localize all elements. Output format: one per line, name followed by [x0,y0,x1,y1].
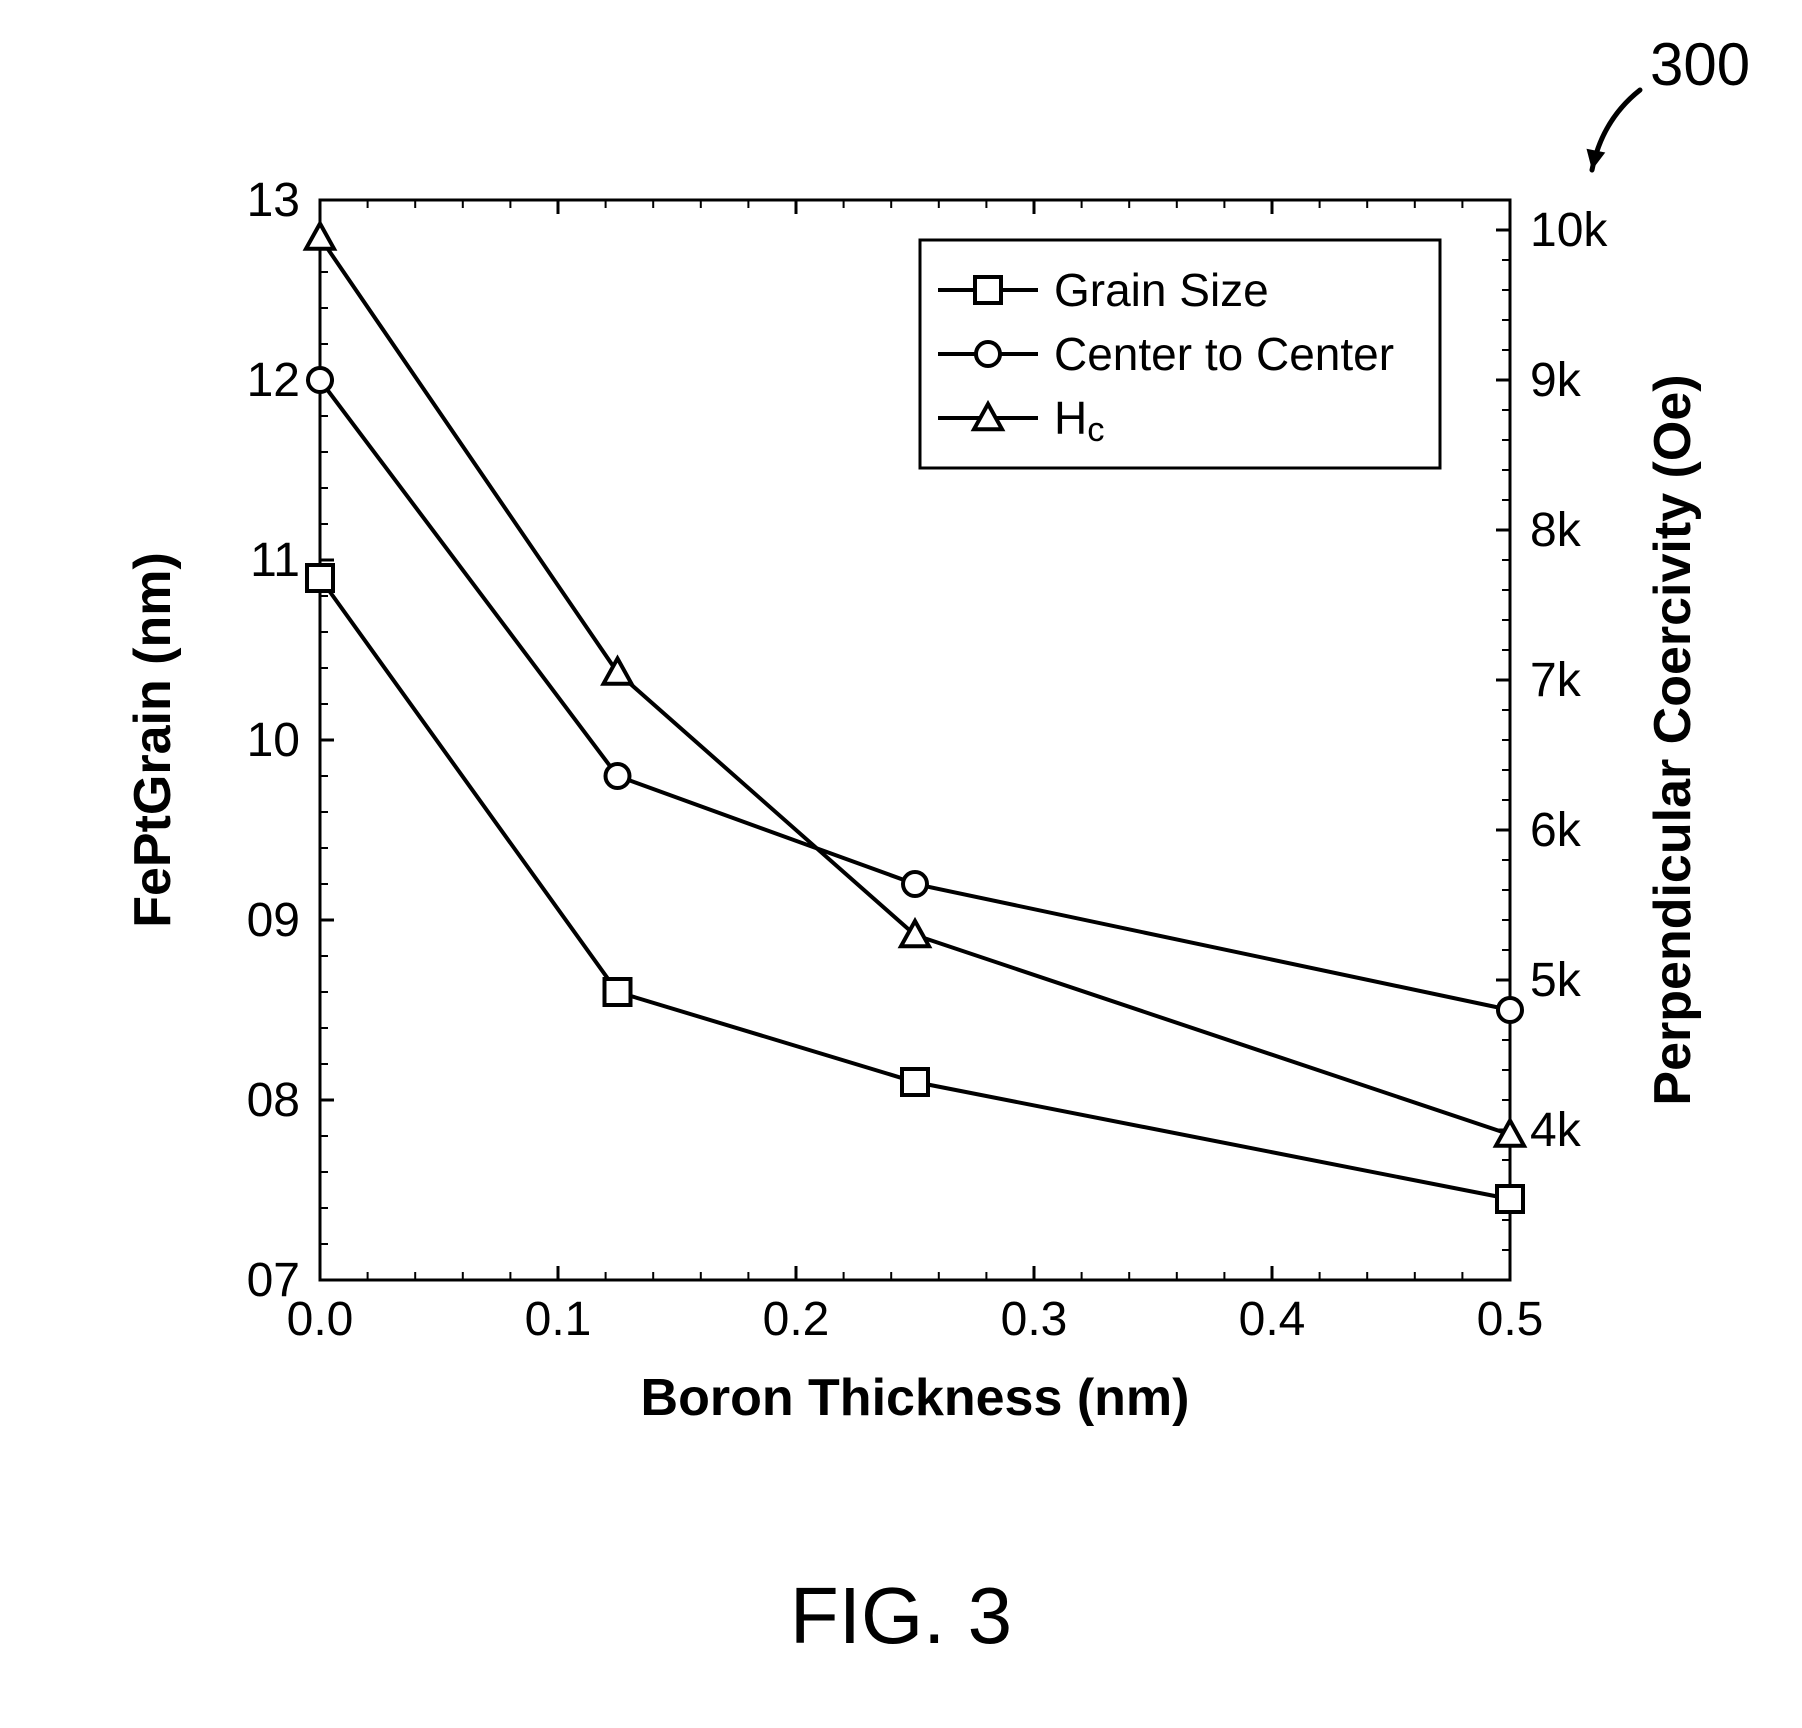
x-tick-label: 0.3 [1001,1293,1068,1346]
data-point [605,979,631,1005]
x-tick-label: 0.2 [763,1293,830,1346]
y-left-tick-label: 11 [250,534,300,587]
y-right-tick-label: 8k [1530,504,1582,557]
page-root: 300 0.00.10.20.30.40.5Boron Thickness (n… [0,0,1802,1728]
y-right-tick-label: 4k [1530,1104,1582,1157]
y-right-tick-label: 9k [1530,354,1582,407]
x-axis-label: Boron Thickness (nm) [641,1369,1190,1427]
legend-marker [976,342,1000,366]
y-right-tick-label: 7k [1530,654,1582,707]
y-left-tick-label: 08 [247,1074,300,1127]
x-tick-label: 0.5 [1477,1293,1544,1346]
y-left-tick-label: 09 [247,894,300,947]
chart: 0.00.10.20.30.40.5Boron Thickness (nm)07… [0,0,1802,1728]
data-point [308,368,332,392]
legend-label: Center to Center [1054,328,1394,380]
data-point [307,565,333,591]
figure-caption: FIG. 3 [0,1570,1802,1662]
y-right-axis-label: Perpendicular Coercivity (Oe) [1644,374,1702,1105]
x-tick-label: 0.1 [525,1293,592,1346]
legend-label: Grain Size [1054,264,1269,316]
data-point [902,1069,928,1095]
y-right-tick-label: 10k [1530,204,1608,257]
y-left-axis-label: FePtGrain (nm) [124,552,182,928]
legend-marker [975,277,1001,303]
x-tick-label: 0.4 [1239,1293,1306,1346]
y-right-tick-label: 5k [1530,954,1582,1007]
data-point [1498,998,1522,1022]
data-point [1497,1186,1523,1212]
data-point [903,872,927,896]
y-left-tick-label: 13 [247,174,300,227]
data-point [606,764,630,788]
y-left-tick-label: 12 [247,354,300,407]
y-left-tick-label: 07 [247,1254,300,1307]
y-left-tick-label: 10 [247,714,300,767]
y-right-tick-label: 6k [1530,804,1582,857]
